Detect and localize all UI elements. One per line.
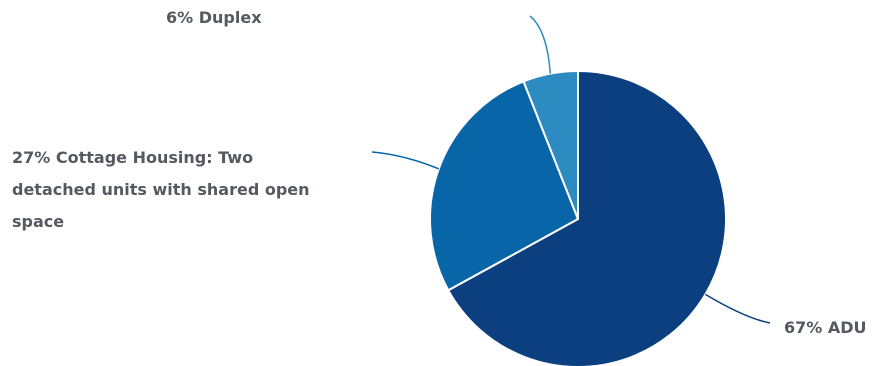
leader-line-cottage-housing: [371, 151, 440, 170]
data-label-adu: 67% ADU: [784, 318, 867, 337]
pie-slices: [429, 70, 727, 366]
data-label-cottage-housing: 27% Cottage Housing: Two detached units …: [12, 148, 310, 231]
leader-line-adu: [705, 293, 771, 324]
pie-slice-duplex: [522, 70, 579, 220]
leader-lines: [371, 15, 771, 324]
data-label-duplex: 6% Duplex: [166, 8, 262, 27]
leader-line-duplex: [529, 15, 552, 74]
pie-slice-cottage-housing: [429, 80, 579, 292]
